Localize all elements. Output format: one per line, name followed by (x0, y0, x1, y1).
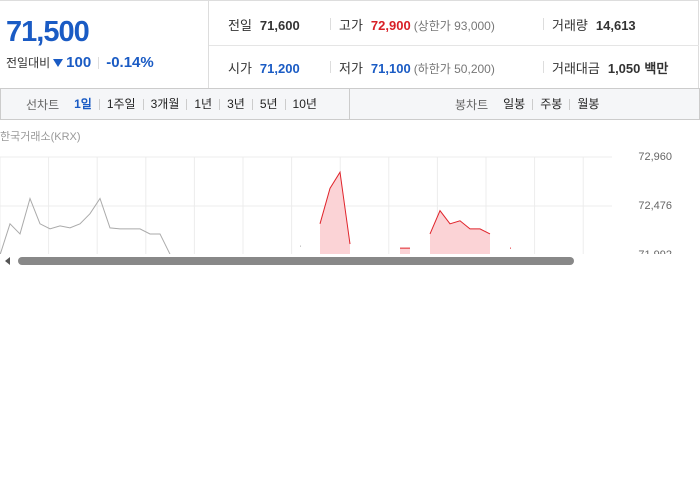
stat: 거래대금 1,050 백만 (543, 58, 668, 77)
tab[interactable]: 3개월 (142, 98, 187, 110)
y-tick-label: 72,960 (638, 151, 672, 163)
stat-value: 71,100 (370, 61, 411, 76)
change-label: 전일대비 (6, 56, 51, 70)
line-tabs: 선차트 1일 1주일 3개월 1년 3년 5년 10년 (0, 88, 350, 120)
separator (98, 56, 100, 69)
stat-label: 거래량 (552, 18, 588, 33)
stat-label: 전일 (228, 18, 252, 33)
summary (0, 0, 699, 89)
stat-note: (상한가 93,000) (413, 19, 495, 33)
tab[interactable]: 1주일 (98, 98, 143, 110)
tab[interactable]: 1일 (74, 96, 92, 111)
down-icon (53, 59, 64, 67)
stat: 전일 71,600 (228, 15, 300, 34)
line (319, 170, 511, 249)
stat-value: 1,050 (607, 61, 641, 76)
tab[interactable]: 월봉 (569, 98, 606, 110)
stat-label: 저가 (339, 61, 363, 76)
stat-value: 71,200 (259, 61, 300, 76)
stat: 고가 72,900 (상한가 93,000) (330, 15, 495, 34)
tab[interactable]: 일봉 (503, 96, 526, 111)
stat-note: (하한가 50,200) (413, 62, 495, 76)
change: 전일대비 100 -0.14% (6, 54, 154, 71)
separator (330, 61, 331, 73)
stat-value: 14,613 (595, 18, 636, 33)
tab-group-label: 봉차트 (455, 97, 489, 112)
current-price: 71,500 (6, 16, 90, 48)
source: 한국거래소(KRX) (0, 130, 81, 143)
stat-label: 거래대금 (552, 61, 600, 76)
stat-unit: 백만 (644, 61, 669, 76)
change-pct: -0.14% (106, 54, 154, 71)
tab[interactable]: 주봉 (532, 98, 569, 110)
stat-label: 시가 (228, 61, 252, 76)
stat-value: 71,600 (259, 18, 300, 33)
change-value: 100 (66, 54, 92, 71)
y-tick-label: 72,476 (638, 200, 672, 212)
stat: 저가 71,100 (하한가 50,200) (330, 58, 495, 77)
tab-group-label: 선차트 (26, 97, 60, 112)
scrollbar[interactable] (0, 254, 700, 268)
area (320, 172, 510, 255)
stat: 거래량 14,613 (543, 15, 636, 34)
separator (543, 61, 544, 73)
tab[interactable]: 3년 (219, 98, 252, 110)
line (0, 196, 301, 256)
stat-value: 72,900 (370, 18, 411, 33)
separator (330, 18, 331, 30)
stat: 시가 71,200 (228, 58, 300, 77)
candle-tabs: 봉차트 일봉 주봉 월봉 (350, 88, 700, 120)
separator (543, 18, 544, 30)
tab[interactable]: 5년 (251, 98, 285, 110)
tab[interactable]: 1년 (186, 98, 219, 110)
stat-label: 고가 (339, 18, 363, 33)
tab[interactable]: 10년 (284, 98, 324, 110)
